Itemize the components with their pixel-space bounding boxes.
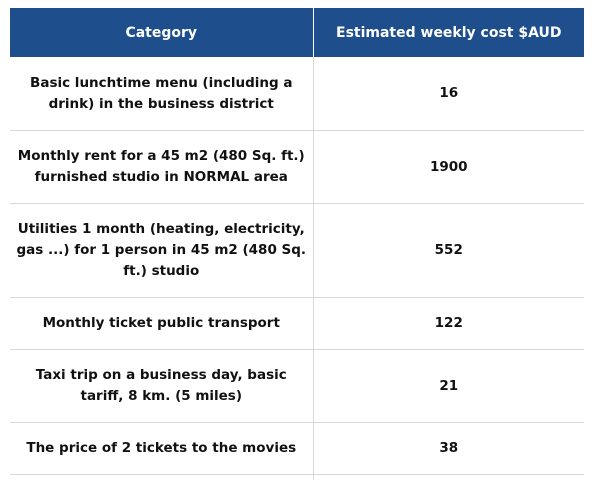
category-cell: Monthly rent for a 45 m2 (480 Sq. ft.) f…: [10, 130, 314, 204]
cost-cell: 552: [313, 203, 584, 298]
table-row: The price of 2 tickets to the movies 38: [10, 422, 584, 475]
category-cell: Taxi trip on a business day, basic tarif…: [10, 349, 314, 423]
cost-cell-empty: [313, 474, 584, 480]
category-cell: The price of 2 tickets to the movies: [10, 422, 314, 475]
table-row: Basic lunchtime menu (including a drink)…: [10, 57, 584, 131]
cost-cell: 1900: [313, 130, 584, 204]
cost-cell: 38: [313, 422, 584, 475]
header-row: Category Estimated weekly cost $AUD: [10, 8, 584, 57]
table-row: Monthly rent for a 45 m2 (480 Sq. ft.) f…: [10, 130, 584, 204]
table-row: Utilities 1 month (heating, electricity,…: [10, 203, 584, 298]
cost-table: Category Estimated weekly cost $AUD Basi…: [10, 8, 584, 480]
category-cell: Monthly ticket public transport: [10, 297, 314, 350]
column-header-cost: Estimated weekly cost $AUD: [313, 8, 584, 57]
table-header: Category Estimated weekly cost $AUD: [10, 8, 584, 57]
cost-cell: 21: [313, 349, 584, 423]
table-body: Basic lunchtime menu (including a drink)…: [10, 57, 584, 480]
cost-cell: 122: [313, 297, 584, 350]
category-cell: Basic lunchtime menu (including a drink)…: [10, 57, 314, 131]
table-row: Monthly ticket public transport 122: [10, 297, 584, 350]
table-row: Taxi trip on a business day, basic tarif…: [10, 349, 584, 423]
column-header-category: Category: [10, 8, 314, 57]
category-cell-empty: [10, 474, 314, 480]
category-cell: Utilities 1 month (heating, electricity,…: [10, 203, 314, 298]
table-row-partial: [10, 474, 584, 480]
cost-cell: 16: [313, 57, 584, 131]
cost-table-container: Category Estimated weekly cost $AUD Basi…: [10, 8, 584, 480]
